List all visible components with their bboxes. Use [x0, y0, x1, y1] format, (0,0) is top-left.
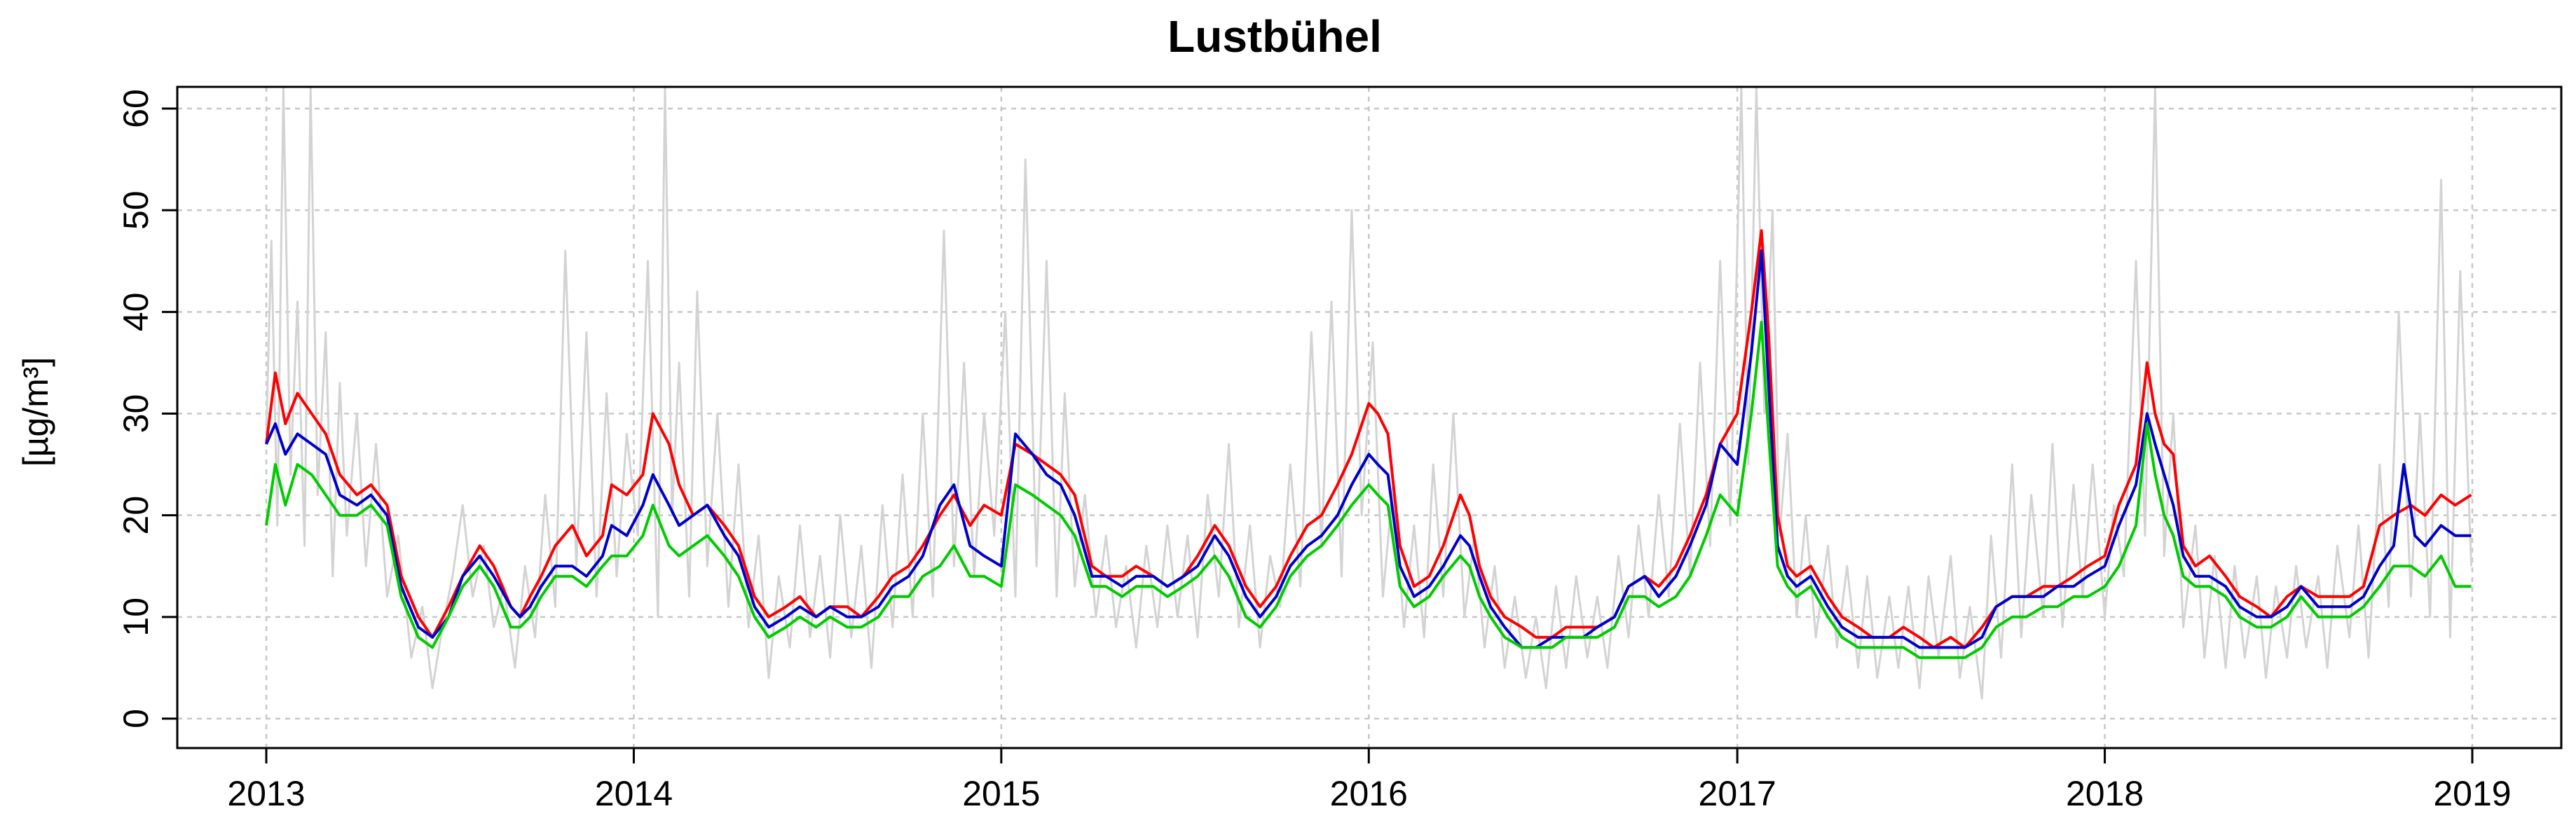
y-tick-label: 60	[116, 89, 156, 128]
x-tick-label: 2017	[1699, 774, 1776, 813]
mean-line-3	[265, 320, 2472, 659]
y-tick-label: 10	[116, 597, 156, 637]
x-tick-label: 2018	[2066, 774, 2144, 813]
mean-line-1	[265, 229, 2472, 649]
series-lines	[265, 87, 2473, 700]
x-tick-label: 2013	[227, 774, 305, 813]
y-tick-label: 30	[116, 394, 156, 434]
y-axis-label: [µg/m³]	[16, 357, 55, 467]
y-axis: 0 10 20 30 40 50 60	[116, 89, 177, 728]
x-tick-label: 2015	[962, 774, 1040, 813]
x-axis: 2013 2014 2015 2016 2017 2018 2019	[227, 748, 2512, 813]
x-tick-label: 2014	[595, 774, 673, 813]
daily-values-line-0	[265, 87, 2473, 700]
x-tick-label: 2019	[2433, 774, 2511, 813]
y-tick-label: 0	[116, 709, 156, 728]
grid-lines	[177, 87, 2561, 748]
y-tick-label: 40	[116, 293, 156, 332]
mean-line-2	[265, 249, 2472, 649]
y-tick-label: 50	[116, 191, 156, 230]
chart-title: Lustbühel	[1167, 11, 1382, 62]
x-tick-label: 2016	[1330, 774, 1408, 813]
y-tick-label: 20	[116, 496, 156, 535]
